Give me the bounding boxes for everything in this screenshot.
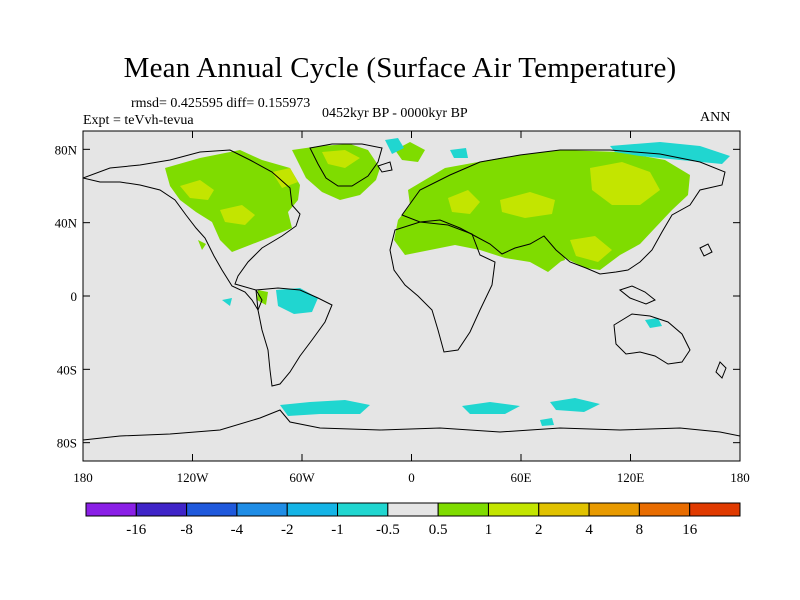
colorbar-swatch [638, 502, 691, 517]
colorbar-swatch [337, 502, 389, 517]
colorbar-swatch [186, 502, 238, 517]
lat-tick-label: 40S [57, 362, 77, 377]
stats-label: rmsd= 0.425595 diff= 0.155973 [131, 96, 311, 111]
colorbar-swatch [588, 502, 640, 517]
lon-tick-label: 120E [617, 470, 645, 485]
colorbar-label: -0.5 [376, 522, 400, 538]
colorbar-swatch [387, 502, 439, 517]
colorbar-swatch [689, 502, 741, 517]
lon-tick-label: 60E [511, 470, 532, 485]
colorbar-swatch [236, 502, 288, 517]
colorbar-label: 8 [636, 522, 644, 538]
experiment-label: Expt = teVvh-tevua [83, 113, 194, 128]
colorbar-swatch [538, 502, 590, 517]
lon-tick-label: 60W [289, 470, 315, 485]
lat-tick-label: 0 [71, 289, 78, 304]
period-label: 0452kyr BP - 0000kyr BP [322, 106, 468, 121]
colorbar-label: -2 [281, 522, 294, 538]
colorbar-label: -4 [231, 522, 244, 538]
colorbar-swatch [85, 502, 137, 517]
season-label: ANN [700, 110, 731, 125]
colorbar: -16 -8 -4 -2 -1 -0.5 0.5 1 2 4 8 16 [85, 502, 741, 538]
colorbar-label: -8 [180, 522, 193, 538]
lat-tick-label: 80N [55, 142, 78, 157]
colorbar-label: 0.5 [429, 522, 448, 538]
colorbar-swatch [286, 502, 339, 517]
lon-tick-label: 180 [73, 470, 93, 485]
plot-title: Mean Annual Cycle (Surface Air Temperatu… [123, 52, 677, 84]
colorbar-label: 1 [485, 522, 493, 538]
lon-tick-label: 120W [177, 470, 210, 485]
colorbar-label: 2 [535, 522, 543, 538]
colorbar-label: 16 [682, 522, 698, 538]
coastlines [83, 143, 740, 441]
axis-ticks: 80N 40N 0 40S 80S 180 120W 60W 0 60E 120E 180 [55, 131, 750, 485]
lat-tick-label: 40N [55, 216, 78, 231]
anomaly-field-negative [222, 138, 730, 426]
anomaly-field-positive-2 [180, 150, 660, 262]
colorbar-swatch [135, 502, 188, 517]
lat-tick-label: 80S [57, 436, 77, 451]
lon-tick-label: 0 [408, 470, 415, 485]
colorbar-swatch [437, 502, 489, 517]
colorbar-label: 4 [585, 522, 593, 538]
colorbar-label: -16 [126, 522, 146, 538]
colorbar-label: -1 [331, 522, 344, 538]
lon-tick-label: 180 [730, 470, 750, 485]
colorbar-swatch [487, 502, 540, 517]
